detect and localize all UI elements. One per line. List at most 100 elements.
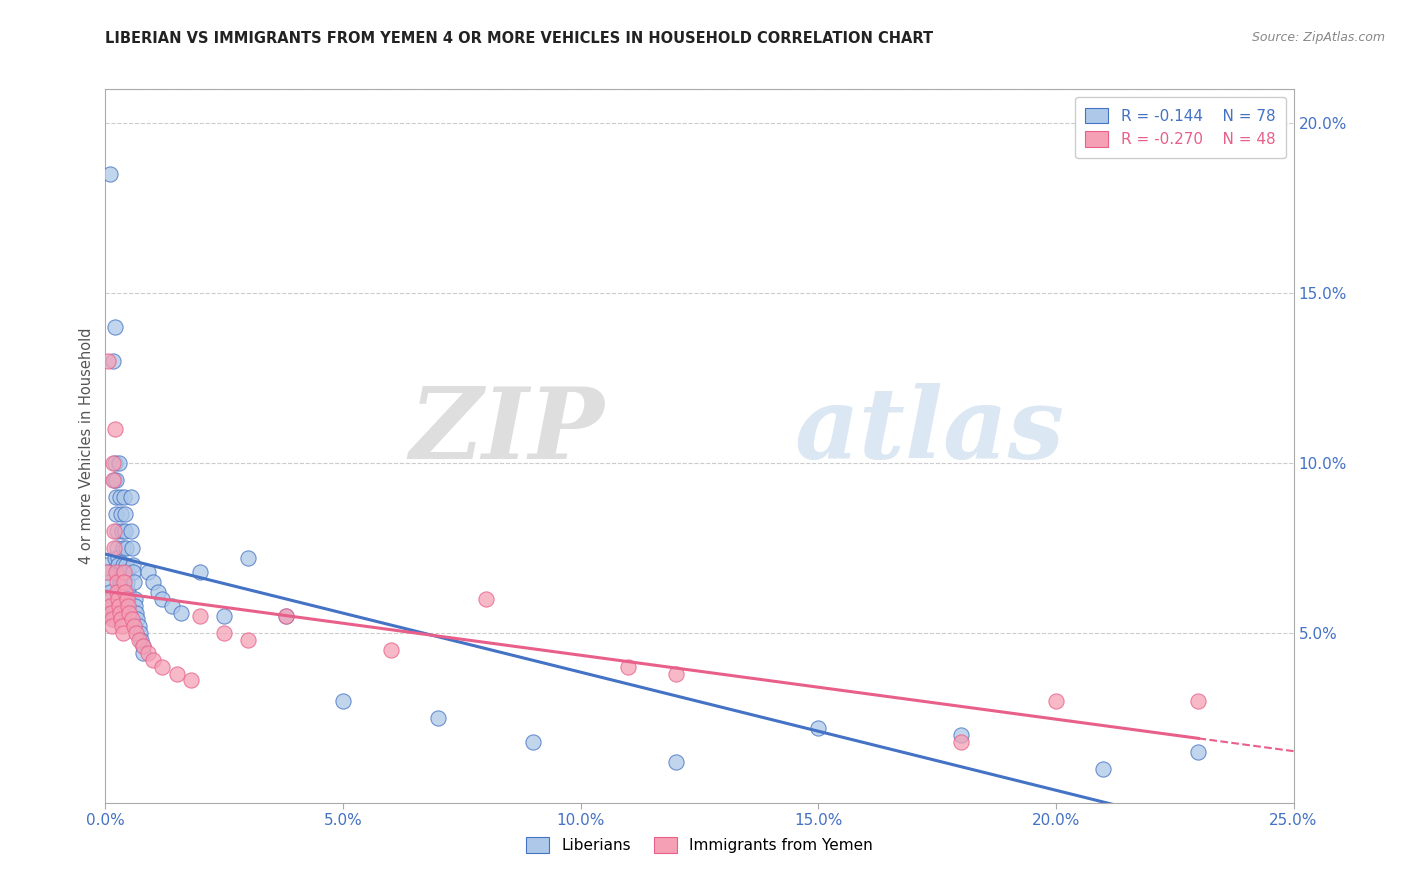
Point bbox=[142, 574, 165, 589]
Point bbox=[166, 666, 188, 681]
Point bbox=[117, 585, 139, 599]
Point bbox=[949, 728, 972, 742]
Point bbox=[103, 524, 125, 538]
Point bbox=[949, 734, 972, 748]
Point bbox=[136, 646, 159, 660]
Point bbox=[115, 558, 138, 572]
Point bbox=[105, 541, 128, 555]
Point bbox=[107, 456, 129, 470]
Point bbox=[117, 591, 139, 606]
Point bbox=[100, 606, 122, 620]
Point bbox=[98, 599, 121, 613]
Point bbox=[807, 721, 830, 735]
Point bbox=[104, 565, 127, 579]
Point bbox=[103, 608, 125, 623]
Point bbox=[127, 612, 149, 626]
Point bbox=[98, 574, 121, 589]
Point bbox=[104, 422, 127, 436]
Point bbox=[115, 591, 138, 606]
Point bbox=[180, 673, 202, 688]
Point bbox=[170, 606, 193, 620]
Point bbox=[100, 591, 122, 606]
Point bbox=[107, 551, 129, 566]
Point bbox=[111, 541, 134, 555]
Point bbox=[214, 608, 236, 623]
Point bbox=[136, 565, 159, 579]
Point bbox=[115, 541, 138, 555]
Point bbox=[104, 490, 127, 504]
Point bbox=[104, 456, 127, 470]
Text: LIBERIAN VS IMMIGRANTS FROM YEMEN 4 OR MORE VEHICLES IN HOUSEHOLD CORRELATION CH: LIBERIAN VS IMMIGRANTS FROM YEMEN 4 OR M… bbox=[105, 31, 934, 46]
Point bbox=[274, 608, 297, 623]
Point bbox=[112, 565, 135, 579]
Point bbox=[112, 558, 135, 572]
Point bbox=[121, 612, 143, 626]
Point bbox=[146, 585, 169, 599]
Point bbox=[132, 640, 155, 654]
Point bbox=[1187, 694, 1209, 708]
Point bbox=[617, 660, 640, 674]
Point bbox=[98, 167, 121, 181]
Point bbox=[214, 626, 236, 640]
Point bbox=[101, 619, 124, 633]
Point bbox=[427, 711, 450, 725]
Point bbox=[108, 606, 131, 620]
Point bbox=[115, 565, 138, 579]
Point bbox=[118, 599, 141, 613]
Point bbox=[129, 626, 152, 640]
Point bbox=[122, 565, 145, 579]
Point bbox=[110, 507, 132, 521]
Point bbox=[110, 619, 132, 633]
Point bbox=[97, 565, 120, 579]
Point bbox=[101, 473, 124, 487]
Point bbox=[190, 565, 212, 579]
Point bbox=[190, 608, 212, 623]
Point bbox=[107, 591, 129, 606]
Point bbox=[105, 524, 128, 538]
Point bbox=[98, 585, 121, 599]
Point bbox=[103, 606, 125, 620]
Point bbox=[124, 591, 146, 606]
Legend: Liberians, Immigrants from Yemen: Liberians, Immigrants from Yemen bbox=[520, 831, 879, 859]
Point bbox=[101, 599, 124, 613]
Point bbox=[96, 558, 118, 572]
Point bbox=[120, 606, 142, 620]
Point bbox=[152, 591, 174, 606]
Point bbox=[108, 574, 131, 589]
Point bbox=[114, 585, 136, 599]
Point bbox=[522, 734, 544, 748]
Point bbox=[128, 619, 150, 633]
Y-axis label: 4 or more Vehicles in Household: 4 or more Vehicles in Household bbox=[79, 327, 94, 565]
Point bbox=[97, 354, 120, 368]
Point bbox=[112, 565, 135, 579]
Text: Source: ZipAtlas.com: Source: ZipAtlas.com bbox=[1251, 31, 1385, 45]
Point bbox=[665, 755, 688, 769]
Point bbox=[274, 608, 297, 623]
Point bbox=[121, 558, 143, 572]
Point bbox=[107, 565, 129, 579]
Point bbox=[107, 558, 129, 572]
Point bbox=[111, 626, 134, 640]
Point bbox=[236, 632, 259, 647]
Point bbox=[105, 507, 128, 521]
Point bbox=[125, 626, 148, 640]
Point bbox=[332, 694, 354, 708]
Point bbox=[118, 606, 141, 620]
Point bbox=[117, 574, 139, 589]
Point bbox=[122, 574, 145, 589]
Point bbox=[142, 653, 165, 667]
Point bbox=[111, 524, 134, 538]
Point bbox=[1187, 745, 1209, 759]
Text: ZIP: ZIP bbox=[409, 384, 605, 480]
Point bbox=[110, 574, 132, 589]
Point bbox=[105, 574, 128, 589]
Point bbox=[103, 473, 125, 487]
Point bbox=[96, 565, 118, 579]
Point bbox=[101, 354, 124, 368]
Point bbox=[128, 632, 150, 647]
Point bbox=[101, 456, 124, 470]
Point bbox=[117, 599, 139, 613]
Point bbox=[103, 541, 125, 555]
Point bbox=[107, 599, 129, 613]
Point bbox=[104, 320, 127, 334]
